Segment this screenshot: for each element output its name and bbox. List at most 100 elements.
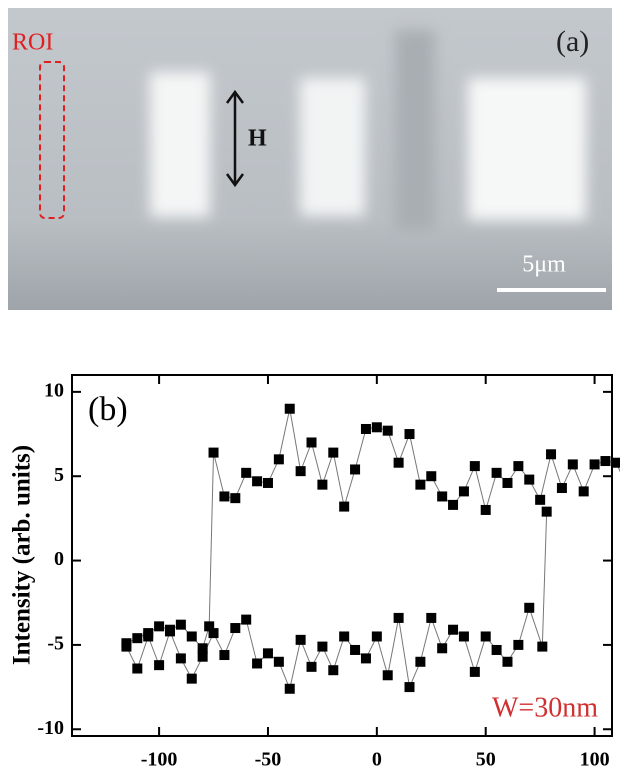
- data-point: [537, 641, 548, 652]
- data-point: [197, 643, 208, 654]
- data-point: [306, 437, 317, 448]
- data-point: [317, 479, 328, 490]
- data-point: [132, 633, 143, 644]
- data-point: [404, 682, 415, 693]
- data-point: [154, 660, 165, 671]
- data-point: [491, 644, 502, 655]
- data-point: [284, 403, 295, 414]
- data-point: [535, 494, 546, 505]
- data-point: [328, 665, 339, 676]
- data-point: [458, 486, 469, 497]
- y-tick-label: -10: [37, 717, 64, 739]
- series-line: [125, 511, 548, 691]
- data-point: [219, 491, 230, 502]
- data-point: [546, 449, 557, 460]
- x-tick-label: 100: [580, 749, 610, 771]
- data-point: [295, 634, 306, 645]
- data-point: [382, 425, 393, 436]
- data-point: [393, 612, 404, 623]
- data-point: [524, 474, 535, 485]
- y-tick-label: 10: [44, 379, 64, 401]
- data-point: [502, 656, 513, 667]
- data-point: [164, 626, 175, 637]
- data-point: [567, 459, 578, 470]
- data-point: [132, 663, 143, 674]
- data-point: [600, 456, 611, 467]
- data-point: [241, 614, 252, 625]
- series-line: [126, 408, 620, 650]
- y-axis-label: Intensity (arb. units): [9, 445, 36, 665]
- scale-bar-label: 5μm: [522, 252, 566, 278]
- data-point: [295, 466, 306, 477]
- data-point: [219, 650, 230, 661]
- data-point: [458, 631, 469, 642]
- data-point: [382, 670, 393, 681]
- panel-label: (b): [88, 391, 128, 428]
- data-point: [502, 477, 513, 488]
- data-point: [306, 661, 317, 672]
- data-point: [448, 624, 459, 635]
- data-point: [393, 457, 404, 468]
- data-point: [175, 619, 186, 630]
- data-point: [262, 648, 273, 659]
- plot-frame: [71, 374, 613, 737]
- data-point: [204, 621, 215, 632]
- data-point: [154, 621, 165, 632]
- data-point: [360, 653, 371, 664]
- data-point: [524, 602, 535, 613]
- data-point: [415, 479, 426, 490]
- data-point: [360, 423, 371, 434]
- field-label: H: [248, 126, 267, 152]
- data-point: [339, 501, 350, 512]
- data-point: [541, 506, 552, 517]
- data-point: [241, 467, 252, 478]
- data-point: [273, 454, 284, 465]
- x-tick-label: -100: [141, 749, 178, 771]
- y-tick-label: -5: [47, 633, 64, 655]
- data-point: [371, 631, 382, 642]
- data-point: [480, 504, 491, 515]
- data-point: [121, 641, 132, 652]
- data-point: [143, 631, 154, 642]
- data-point: [404, 429, 415, 440]
- data-point: [230, 493, 241, 504]
- x-tick-label: 50: [476, 749, 496, 771]
- data-point: [426, 471, 437, 482]
- data-point: [437, 643, 448, 654]
- data-point: [513, 639, 524, 650]
- data-point: [437, 491, 448, 502]
- data-point: [284, 683, 295, 694]
- data-point: [252, 658, 263, 669]
- data-point: [556, 483, 567, 494]
- x-tick-label: 0: [372, 749, 382, 771]
- data-point: [262, 477, 273, 488]
- data-point: [589, 459, 600, 470]
- data-point: [350, 464, 361, 475]
- micrograph: ROI (a) H 5μm: [8, 8, 612, 310]
- roi-box: [39, 61, 65, 219]
- data-point: [480, 631, 491, 642]
- data-point: [448, 499, 459, 510]
- data-point: [230, 623, 241, 634]
- data-point: [208, 447, 219, 458]
- x-tick-label: -50: [255, 749, 282, 771]
- micrograph-features: [150, 30, 586, 230]
- data-point: [197, 651, 208, 662]
- data-point: [611, 457, 620, 468]
- panel-label: (a): [556, 25, 589, 58]
- field-arrow: [225, 89, 245, 188]
- data-point: [317, 641, 328, 652]
- roi-label: ROI: [12, 30, 53, 56]
- data-point: [578, 486, 589, 497]
- data-point: [469, 461, 480, 472]
- annotation: W=30nm: [492, 692, 598, 723]
- chart: Intensity (arb. units) (b) W=30nm: [9, 391, 598, 724]
- data-point: [339, 631, 350, 642]
- y-tick-label: 5: [54, 464, 64, 486]
- data-point: [491, 467, 502, 478]
- data-point: [273, 656, 284, 667]
- data-point: [328, 447, 339, 458]
- data-point: [469, 666, 480, 677]
